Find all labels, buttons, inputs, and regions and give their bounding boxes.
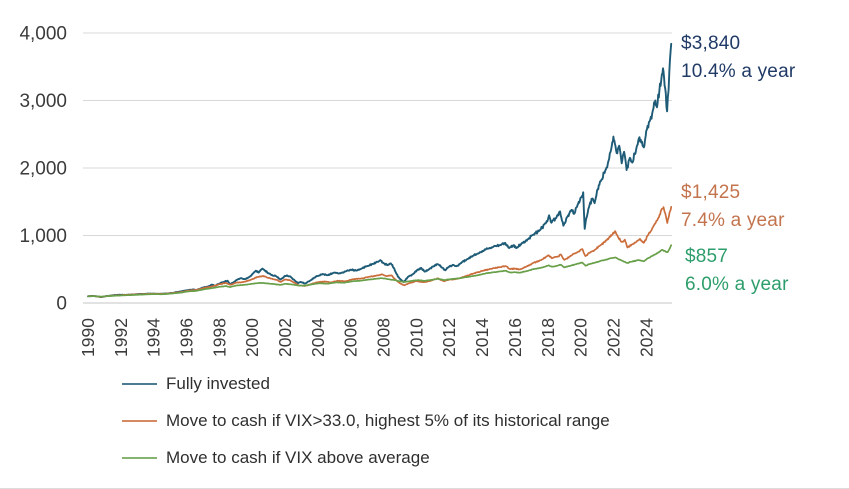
legend-item-vix-33-strategy: Move to cash if VIX>33.0, highest 5% of … bbox=[122, 409, 610, 432]
series-lines bbox=[87, 42, 673, 299]
x-tick-label: 2000 bbox=[242, 318, 262, 357]
y-axis-tick-labels: 0 1,000 2,000 3,000 4,000 bbox=[19, 23, 67, 314]
y-tick-label: 0 bbox=[56, 293, 67, 314]
x-tick-label: 1992 bbox=[111, 318, 131, 357]
series-line-vix-average-strategy bbox=[87, 244, 673, 298]
y-tick-label: 2,000 bbox=[19, 158, 67, 179]
x-tick-label: 2010 bbox=[406, 318, 426, 357]
x-tick-label: 2006 bbox=[341, 318, 361, 357]
legend-label-vix-33-strategy: Move to cash if VIX>33.0, highest 5% of … bbox=[166, 410, 610, 430]
y-tick-label: 1,000 bbox=[19, 226, 67, 247]
x-tick-label: 1996 bbox=[176, 318, 196, 357]
x-tick-label: 1990 bbox=[78, 318, 98, 357]
y-tick-label: 4,000 bbox=[19, 23, 67, 44]
legend-item-vix-average-strategy: Move to cash if VIX above average bbox=[122, 446, 610, 469]
legend-swatch-fully-invested bbox=[122, 382, 157, 385]
x-tick-label: 2014 bbox=[472, 318, 492, 357]
legend-swatch-vix-33-strategy bbox=[122, 419, 157, 422]
legend-label-fully-invested: Fully invested bbox=[166, 373, 270, 393]
x-tick-label: 1994 bbox=[144, 318, 164, 357]
x-tick-label: 2016 bbox=[505, 318, 525, 357]
x-tick-label: 1998 bbox=[209, 318, 229, 357]
x-tick-label: 2002 bbox=[275, 318, 295, 357]
x-tick-label: 2018 bbox=[538, 318, 558, 357]
legend-label-vix-average-strategy: Move to cash if VIX above average bbox=[166, 447, 430, 467]
y-tick-label: 3,000 bbox=[19, 91, 67, 112]
legend-item-fully-invested: Fully invested bbox=[122, 372, 610, 395]
series-line-fully-invested bbox=[87, 42, 673, 299]
x-tick-label: 2022 bbox=[603, 318, 623, 357]
x-tick-label: 2008 bbox=[374, 318, 394, 357]
x-tick-label: 2024 bbox=[636, 318, 656, 357]
legend: Fully invested Move to cash if VIX>33.0,… bbox=[122, 372, 610, 469]
x-tick-label: 2012 bbox=[439, 318, 459, 357]
x-tick-label: 2020 bbox=[571, 318, 591, 357]
legend-swatch-vix-average-strategy bbox=[122, 456, 157, 459]
x-axis-tick-labels: 1990 1992 1994 1996 1998 2000 2002 2004 2006 2008… bbox=[78, 318, 656, 357]
gridlines bbox=[83, 32, 672, 304]
x-tick-label: 2004 bbox=[308, 318, 328, 357]
